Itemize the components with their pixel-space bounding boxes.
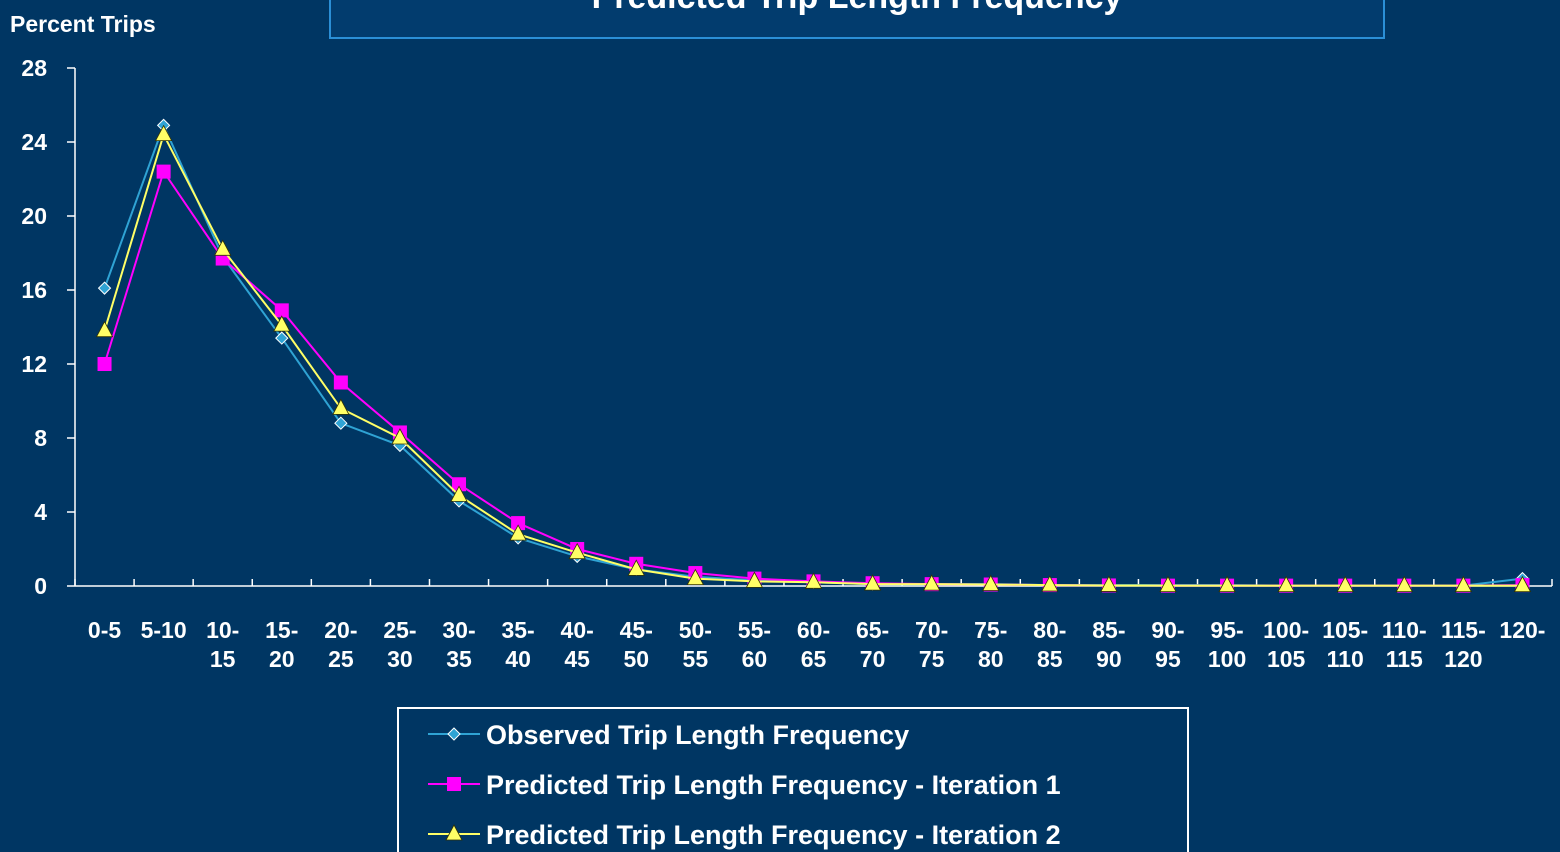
series-1 xyxy=(97,118,1530,593)
x-tick-label: 115-120 xyxy=(1441,617,1486,672)
y-axis-label: Percent Trips xyxy=(10,11,156,37)
legend-label: Predicted Trip Length Frequency - Iterat… xyxy=(486,770,1061,800)
x-tick-label: 85-90 xyxy=(1092,617,1125,672)
y-tick-label: 28 xyxy=(21,55,47,81)
x-tick-label: 45-50 xyxy=(620,617,653,672)
data-point xyxy=(509,524,527,541)
x-tick-label: 105-110 xyxy=(1322,617,1368,672)
legend-label: Observed Trip Length Frequency xyxy=(486,720,909,750)
legend-label: Predicted Trip Length Frequency - Iterat… xyxy=(486,820,1061,850)
data-point xyxy=(982,574,1000,591)
y-tick-label: 16 xyxy=(21,277,47,303)
y-tick-label: 24 xyxy=(21,129,47,155)
chart-title-box: Predicted Trip Length Frequency xyxy=(329,0,1385,39)
x-tick-label: 70-75 xyxy=(915,617,948,672)
series-3 xyxy=(95,124,1532,593)
x-tick-label: 100-105 xyxy=(1263,617,1309,672)
data-point xyxy=(1100,575,1118,592)
data-point xyxy=(1277,575,1295,593)
series-2 xyxy=(97,164,1530,593)
data-point xyxy=(745,571,764,588)
legend-item: Observed Trip Length Frequency xyxy=(428,720,909,750)
data-point xyxy=(95,320,114,338)
x-tick-label: 15-20 xyxy=(265,617,298,672)
y-tick-label: 4 xyxy=(34,499,47,525)
x-tick-label: 65-70 xyxy=(856,617,889,672)
x-tick-label: 35-40 xyxy=(501,617,534,672)
x-tick-label: 80-85 xyxy=(1033,617,1066,672)
x-tick-label: 95-100 xyxy=(1208,617,1246,672)
x-tick-label: 55-60 xyxy=(738,617,771,672)
legend-marker xyxy=(447,777,461,791)
x-tick-label: 25-30 xyxy=(383,617,416,672)
y-tick-label: 0 xyxy=(34,573,47,599)
data-point xyxy=(273,315,291,332)
data-point xyxy=(274,303,289,318)
y-axis-ticks: 0 4 8 12 16 20 24 28 xyxy=(21,55,75,599)
data-point xyxy=(922,574,941,591)
series-line xyxy=(103,131,1523,587)
y-tick-label: 8 xyxy=(34,425,47,451)
legend-item: Predicted Trip Length Frequency - Iterat… xyxy=(428,820,1061,850)
data-point xyxy=(450,485,468,502)
data-point xyxy=(568,542,586,560)
legend-marker xyxy=(447,727,461,741)
x-tick-label: 110-115 xyxy=(1382,617,1427,672)
legend-item: Predicted Trip Length Frequency - Iterat… xyxy=(428,770,1061,800)
data-point xyxy=(1336,575,1354,593)
x-tick-label: 5-10 xyxy=(141,617,187,643)
series-line xyxy=(103,169,1523,587)
data-point xyxy=(511,516,526,531)
data-point xyxy=(1041,575,1059,592)
y-tick-label: 20 xyxy=(21,203,47,229)
legend-marker xyxy=(445,824,463,841)
data-point xyxy=(1513,575,1532,593)
data-point xyxy=(1454,575,1473,593)
data-point xyxy=(214,239,232,256)
x-tick-label: 60-65 xyxy=(797,617,830,672)
data-point xyxy=(1159,575,1177,593)
data-point xyxy=(275,331,289,345)
data-point xyxy=(334,416,348,430)
data-point xyxy=(154,124,173,142)
legend: Observed Trip Length Frequency Predicted … xyxy=(397,707,1189,852)
data-point xyxy=(97,357,112,371)
data-point xyxy=(1218,575,1236,593)
series-line xyxy=(103,122,1523,587)
data-point xyxy=(333,375,348,390)
x-tick-label: 20-25 xyxy=(324,617,357,672)
data-point xyxy=(804,572,823,589)
y-tick-label: 12 xyxy=(21,351,47,377)
data-point xyxy=(97,281,112,295)
data-point xyxy=(156,164,171,179)
x-tick-label: 10-15 xyxy=(206,617,239,672)
data-point xyxy=(391,428,409,445)
x-tick-label: 90-95 xyxy=(1151,617,1184,672)
x-tick-label: 30-35 xyxy=(442,617,475,672)
x-tick-label: 40-45 xyxy=(561,617,594,672)
data-point xyxy=(863,574,882,591)
chart-title: Predicted Trip Length Frequency xyxy=(592,0,1123,16)
x-axis-ticks: 0-5 5-10 10-15 15-20 20-25 25-30 30-35 35-40 40-… xyxy=(74,579,1553,672)
data-point xyxy=(627,559,645,576)
series-layer xyxy=(95,118,1532,593)
x-tick-label: 0-5 xyxy=(88,617,121,643)
x-tick-label: 120- xyxy=(1499,617,1545,643)
data-point xyxy=(686,568,705,585)
data-point xyxy=(1395,575,1413,593)
x-tick-label: 50-55 xyxy=(679,617,712,672)
data-point xyxy=(332,398,350,415)
x-tick-label: 75-80 xyxy=(974,617,1007,672)
data-point xyxy=(452,477,467,492)
